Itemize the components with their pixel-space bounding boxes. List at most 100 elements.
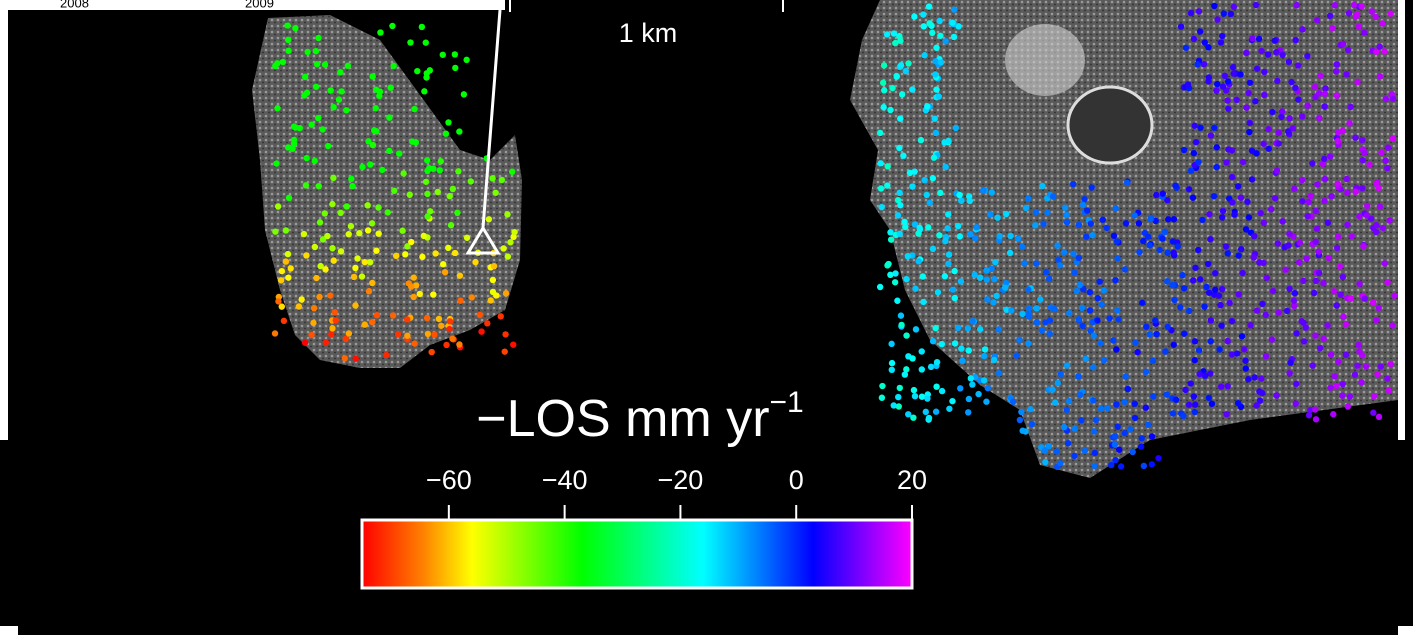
point [1164, 391, 1170, 397]
point [1139, 300, 1145, 306]
point [1071, 453, 1077, 459]
point [477, 312, 483, 318]
point [424, 191, 430, 197]
point [1145, 422, 1151, 428]
point [364, 202, 370, 208]
point [1223, 411, 1229, 417]
point [327, 87, 333, 93]
point [393, 253, 399, 259]
point [1111, 233, 1117, 239]
point [993, 293, 999, 299]
point [1061, 249, 1067, 255]
point [912, 393, 918, 399]
point [414, 68, 420, 74]
point [1243, 226, 1249, 232]
point [924, 103, 930, 109]
point [1002, 284, 1008, 290]
point [455, 168, 461, 174]
colorbar-gradient [362, 520, 912, 588]
point [1384, 376, 1390, 382]
point [1314, 17, 1320, 23]
point [1212, 270, 1218, 276]
point [1331, 288, 1337, 294]
point [1343, 321, 1349, 327]
point [362, 321, 368, 327]
point [1312, 406, 1318, 412]
point [456, 341, 462, 347]
point [308, 332, 314, 338]
point [366, 288, 372, 294]
point [438, 158, 444, 164]
point [356, 230, 362, 236]
point [275, 203, 281, 209]
point [905, 60, 911, 66]
point [884, 31, 890, 37]
point [1122, 373, 1128, 379]
point [386, 114, 392, 120]
point [1389, 322, 1395, 328]
point [1165, 324, 1171, 330]
point [386, 148, 392, 154]
point [1226, 300, 1232, 306]
point [1346, 10, 1352, 16]
point [984, 296, 990, 302]
point [423, 39, 429, 45]
point [1384, 165, 1390, 171]
point [463, 57, 469, 63]
point [1239, 270, 1245, 276]
point [1164, 278, 1170, 284]
point [1096, 278, 1102, 284]
point [1348, 295, 1354, 301]
point [1303, 324, 1309, 330]
point [1225, 250, 1231, 256]
point [1130, 449, 1136, 455]
point [958, 197, 964, 203]
point [990, 299, 996, 305]
point [452, 65, 458, 71]
point [1287, 360, 1293, 366]
point [1386, 217, 1392, 223]
point [1239, 333, 1245, 339]
point [894, 298, 900, 304]
point [1181, 285, 1187, 291]
point [945, 138, 951, 144]
point [905, 253, 911, 259]
point [957, 233, 963, 239]
point [436, 316, 442, 322]
point [1320, 336, 1326, 342]
point [1311, 290, 1317, 296]
point [1231, 4, 1237, 10]
point [1345, 47, 1351, 53]
point [945, 261, 951, 267]
point [1095, 295, 1101, 301]
point [966, 347, 972, 353]
point [1152, 317, 1158, 323]
point [951, 6, 957, 12]
point [945, 211, 951, 217]
point [1083, 356, 1089, 362]
point [354, 255, 360, 261]
point [969, 381, 975, 387]
point [1193, 139, 1199, 145]
point [1260, 141, 1266, 147]
point [1136, 249, 1142, 255]
point [918, 137, 924, 143]
point [288, 265, 294, 271]
point [408, 283, 414, 289]
point [1321, 198, 1327, 204]
point [927, 200, 933, 206]
point [1195, 159, 1201, 165]
point [1337, 263, 1343, 269]
point [895, 394, 901, 400]
point [1273, 49, 1279, 55]
point [1327, 384, 1333, 390]
point [1235, 400, 1241, 406]
point [971, 272, 977, 278]
point [991, 276, 997, 282]
point [490, 277, 496, 283]
point [1250, 254, 1256, 260]
point [387, 84, 393, 90]
point [1243, 104, 1249, 110]
point [934, 359, 940, 365]
point [337, 69, 343, 75]
